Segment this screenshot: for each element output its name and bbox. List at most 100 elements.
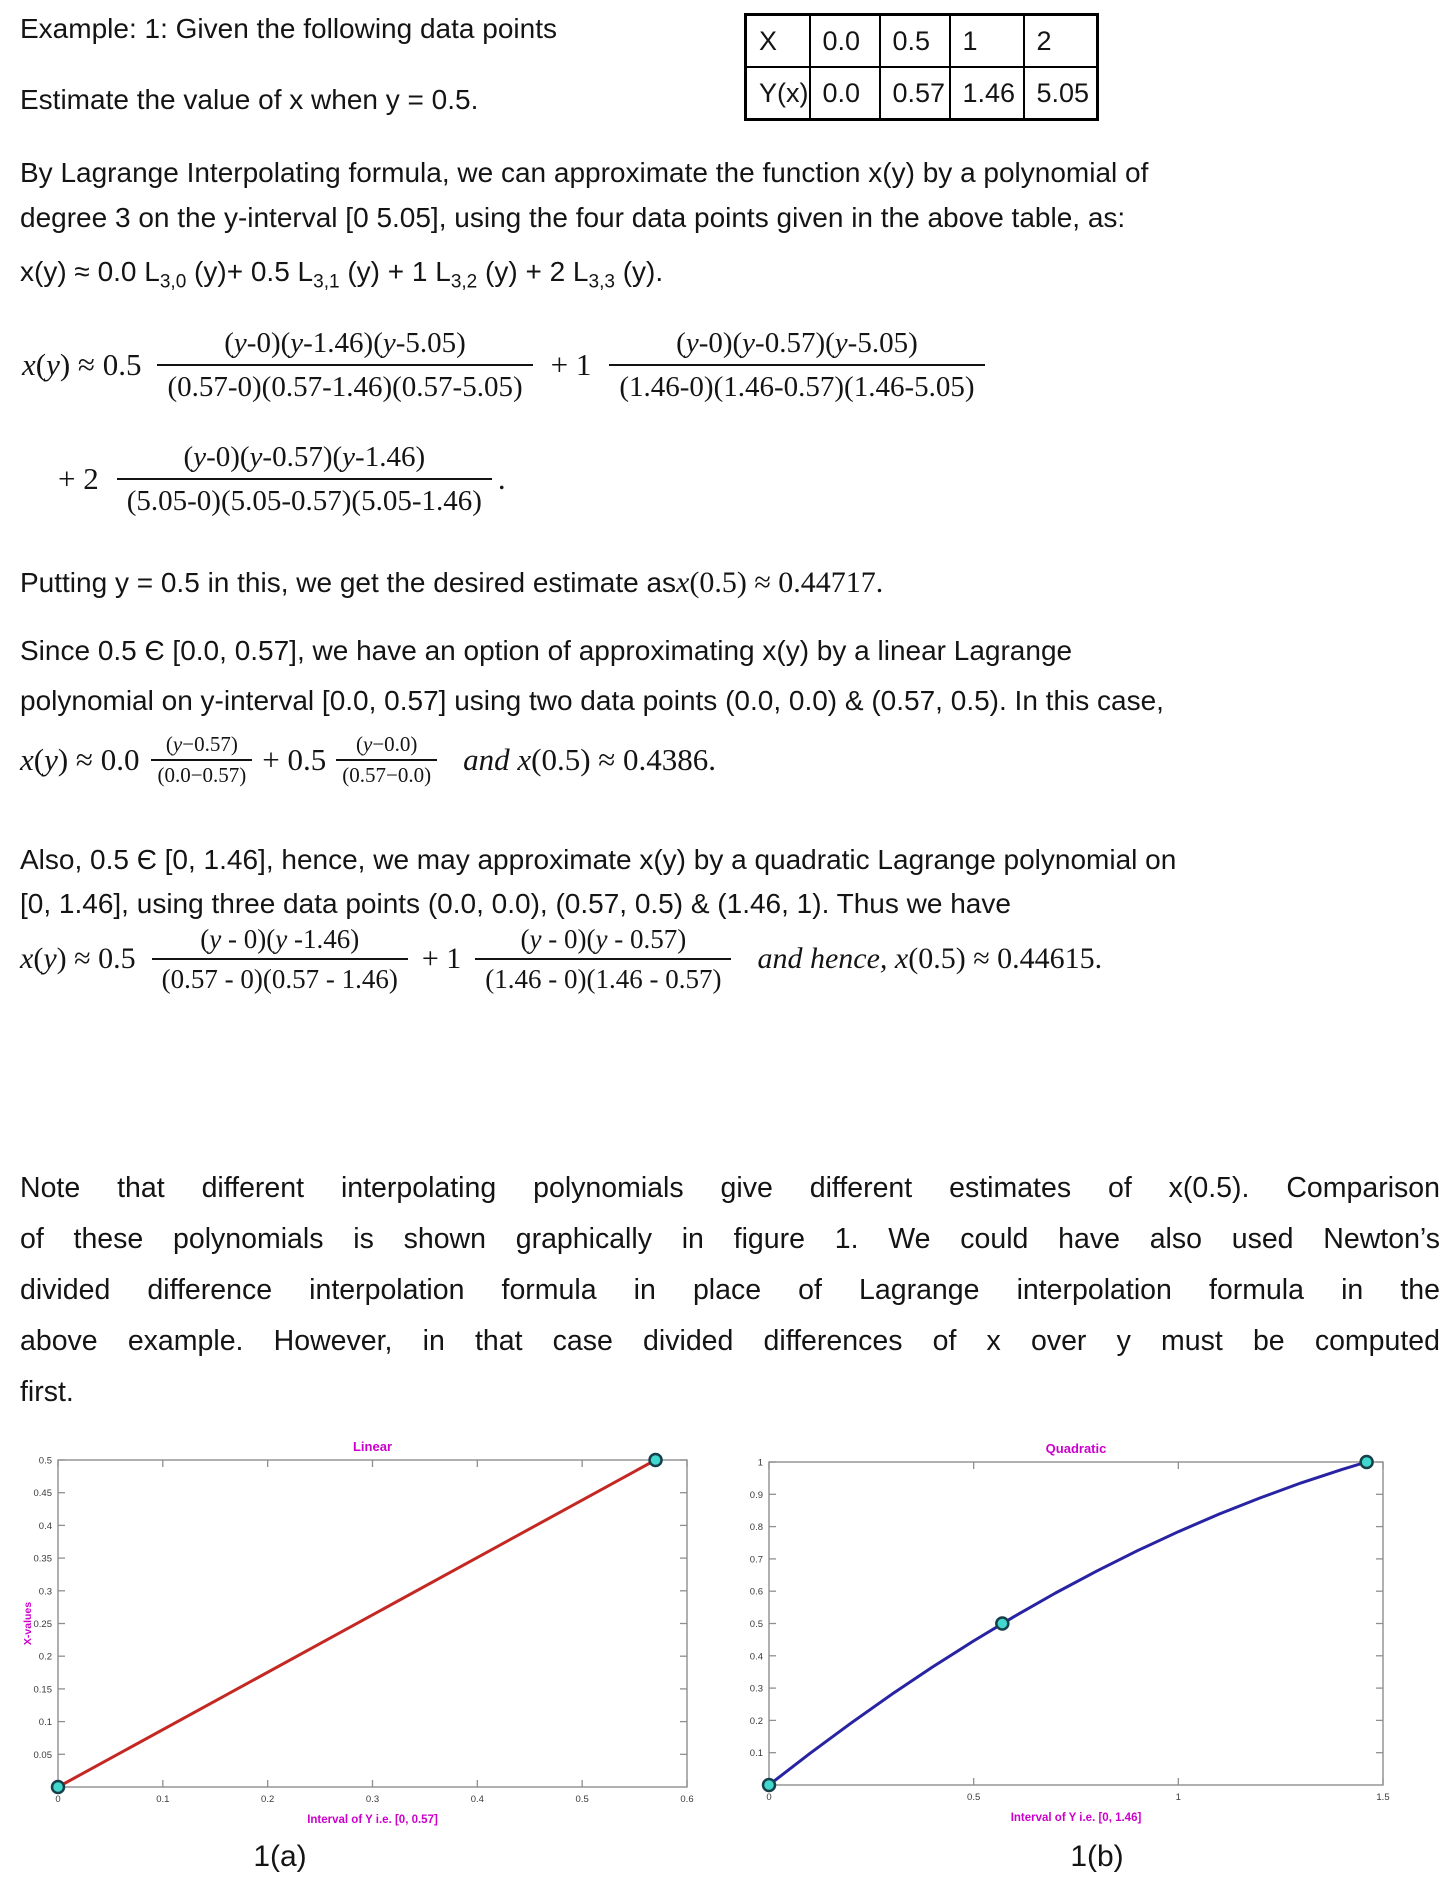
figure-caption-a: 1(a) <box>253 1840 307 1873</box>
y-tick-label: 0.4 <box>750 1651 763 1662</box>
fraction: (y−0.0) (0.57−0.0) <box>336 730 438 790</box>
y-tick-label: 0.05 <box>34 1750 53 1761</box>
y-tick-label: 0.5 <box>750 1619 763 1630</box>
paragraph-line: polynomial on y-interval [0.0, 0.57] usi… <box>20 685 1164 716</box>
data-point-marker <box>50 1779 66 1795</box>
eq-lead: x(y) ≈ 0.5 <box>20 942 136 975</box>
fraction-denominator: (0.57−0.0) <box>336 759 438 790</box>
y-tick-label: 0.35 <box>34 1554 53 1565</box>
eq-operator: + 0.5 <box>262 742 327 777</box>
fraction: (y-0)(y-0.57)(y-5.05) (1.46-0)(1.46-0.57… <box>609 322 985 408</box>
fraction-numerator: (y-0)(y-1.46)(y-5.05) <box>224 327 466 359</box>
y-tick-label: 0.45 <box>34 1488 53 1499</box>
y-tick-label: 0.8 <box>750 1522 763 1533</box>
paragraph-line: first. <box>20 1376 74 1408</box>
lagrange-intro-paragraph: By Lagrange Interpolating formula, we ca… <box>20 150 1148 240</box>
plot-frame <box>768 1461 1384 1786</box>
paragraph-line: divided difference interpolation formula… <box>20 1274 1440 1306</box>
table-cell: 1 <box>948 13 1025 68</box>
fraction: (y-0)(y-0.57)(y-1.46) (5.05-0)(5.05-0.57… <box>116 436 492 522</box>
fraction-numerator: (y−0.0) <box>355 732 418 756</box>
y-tick-label: 0.7 <box>750 1554 763 1565</box>
data-line <box>767 1460 1369 1787</box>
data-point-marker <box>995 1616 1010 1631</box>
eq-lead: x(y) ≈ 0.5 <box>22 347 142 382</box>
y-tick-label: 0.1 <box>39 1717 52 1728</box>
fraction-numerator: (y-0)(y-0.57)(y-5.05) <box>676 327 918 359</box>
equation-quadratic: x(y) ≈ 0.5 (y - 0)(y -1.46) (0.57 - 0)(0… <box>20 920 1102 998</box>
linear-chart: 0 0.1 0.2 0.3 0.4 0.5 0.6 0.05 0.1 0.15 0.2 0.25 0.3… <box>18 1433 718 1834</box>
fraction-denominator: (0.57-0)(0.57-1.46)(0.57-5.05) <box>157 364 533 408</box>
data-points-table-body: X 0.0 0.5 1 2 Y(x) 0.0 0.57 1.46 5.05 <box>744 13 1099 121</box>
x-tick-label: 0.4 <box>471 1794 484 1805</box>
equation-basis: x(y) ≈ 0.0 L3,0 (y)+ 0.5 L3,1 (y) + 1 L3… <box>20 256 663 294</box>
paragraph-line: [0, 1.46], using three data points (0.0,… <box>20 888 1011 919</box>
eq-and: and hence, <box>757 942 895 975</box>
chart-title: Quadratic <box>1046 1441 1107 1456</box>
fraction: (y-0)(y-1.46)(y-5.05) (0.57-0)(0.57-1.46… <box>157 322 533 408</box>
fraction: (y - 0)(y -1.46) (0.57 - 0)(0.57 - 1.46) <box>151 920 408 998</box>
chart-title: Linear <box>353 1439 392 1454</box>
fraction-numerator: (y−0.57) <box>165 732 238 756</box>
data-point-marker <box>761 1777 777 1793</box>
x-tick-label: 0 <box>766 1792 771 1803</box>
fraction-numerator: (y-0)(y-0.57)(y-1.46) <box>183 441 426 473</box>
table-cell: 0.0 <box>808 66 881 121</box>
fraction-denominator: (0.0−0.57) <box>151 759 253 790</box>
y-tick-label: 0.4 <box>39 1521 52 1532</box>
equation-cubic-line1: x(y) ≈ 0.5 (y-0)(y-1.46)(y-5.05) (0.57-0… <box>22 322 985 408</box>
table-row: X 0.0 0.5 1 2 <box>744 13 1099 68</box>
y-tick-label: 0.2 <box>750 1716 763 1727</box>
fraction-numerator: (y - 0)(y - 0.57) <box>520 924 687 954</box>
x-tick-label: 0 <box>55 1794 60 1805</box>
plot-frame <box>57 1459 688 1788</box>
fraction-denominator: (1.46-0)(1.46-0.57)(1.46-5.05) <box>609 364 985 408</box>
x-tick-label: 0.2 <box>261 1794 274 1805</box>
data-point-marker <box>648 1452 663 1468</box>
eq-tail: and hence, x(0.5) ≈ 0.44615. <box>757 942 1102 976</box>
x-tick-label: 0.6 <box>680 1794 693 1805</box>
table-row: Y(x) 0.0 0.57 1.46 5.05 <box>744 66 1099 121</box>
note-paragraph: Note that different interpolating polyno… <box>20 1163 1440 1418</box>
table-cell: Y(x) <box>744 66 811 121</box>
equation-cubic-line2: + 2 (y-0)(y-0.57)(y-1.46) (5.05-0)(5.05-… <box>58 436 506 522</box>
y-tick-label: 0.25 <box>34 1619 53 1630</box>
eq-part: (y) + 2 L <box>477 256 589 287</box>
x-tick-label: 0.5 <box>576 1794 589 1805</box>
paragraph-line: Note that different interpolating polyno… <box>20 1172 1440 1204</box>
eq-subscript: 3,1 <box>313 271 340 293</box>
eq-and: and <box>463 742 518 777</box>
y-tick-label: 0.3 <box>39 1586 52 1597</box>
eq-result: x(0.5) ≈ 0.4386. <box>517 742 717 777</box>
fraction-numerator: (y - 0)(y -1.46) <box>200 924 360 954</box>
y-tick-label: 0.3 <box>750 1684 763 1695</box>
fraction-denominator: (1.46 - 0)(1.46 - 0.57) <box>475 958 732 998</box>
table-cell: 2 <box>1022 13 1099 68</box>
eq-result: x(0.5) ≈ 0.44615. <box>894 942 1103 975</box>
since-paragraph: Since 0.5 Є [0.0, 0.57], we have an opti… <box>20 626 1164 726</box>
paragraph-line: Since 0.5 Є [0.0, 0.57], we have an opti… <box>20 635 1073 666</box>
putting-text: Putting y = 0.5 in this, we get the desi… <box>20 567 677 598</box>
x-tick-label: 0.5 <box>967 1792 980 1803</box>
data-line <box>56 1458 657 1789</box>
y-tick-label: 0.2 <box>39 1652 52 1663</box>
y-axis-label: X-values <box>22 1602 34 1645</box>
table-cell: 0.57 <box>878 66 951 121</box>
chart-svg: 0 0.1 0.2 0.3 0.4 0.5 0.6 0.05 0.1 0.15 0.2 0.25 0.3… <box>22 1439 694 1826</box>
fraction: (y - 0)(y - 0.57) (1.46 - 0)(1.46 - 0.57… <box>475 920 732 998</box>
example-question: Estimate the value of x when y = 0.5. <box>20 84 479 115</box>
eq-operator: + 1 <box>421 942 462 975</box>
eq-operator: + 1 <box>550 347 592 382</box>
fraction: (y−0.57) (0.0−0.57) <box>151 730 253 790</box>
y-tick-label: 0.5 <box>39 1456 52 1467</box>
y-tick-label: 0.15 <box>34 1684 53 1695</box>
table-cell: 0.5 <box>878 13 951 68</box>
x-tick-label: 1.5 <box>1376 1792 1389 1803</box>
x-axis-label: Interval of Y i.e. [0, 0.57] <box>307 1814 438 1826</box>
paragraph-line: By Lagrange Interpolating formula, we ca… <box>20 157 1149 188</box>
putting-result: x(0.5) ≈ 0.44717. <box>676 566 884 599</box>
eq-operator: + 2 <box>58 461 99 496</box>
eq-part: (y). <box>614 256 664 287</box>
table-cell: 1.46 <box>948 66 1025 121</box>
